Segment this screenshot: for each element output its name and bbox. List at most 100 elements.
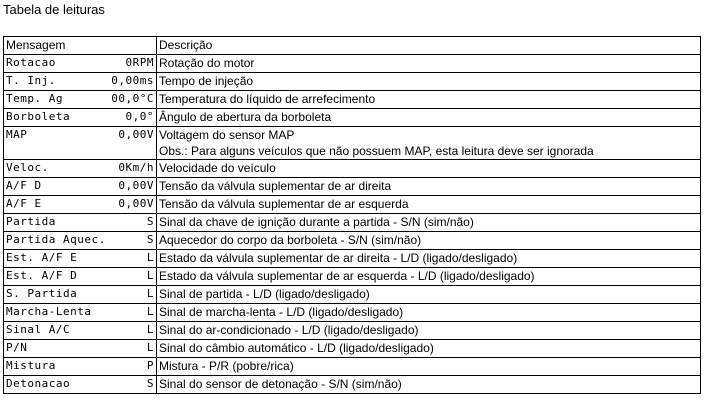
message: Temp. Ag 00,0°C [6,91,154,107]
message: Est. A/F D L [6,268,154,284]
row: Partida Aquec. S Aquecedor do corpo da bor… [3,231,701,250]
message: P/N L [6,340,154,356]
message-reading: 0,00ms [111,74,154,87]
message: Rotacao 0RPM [6,55,154,71]
message-label: Sinal A/C [6,323,71,336]
description: Sinal da chave de ignição durante a part… [159,215,474,229]
row: Rotacao 0RPM Rotação do motor [3,54,701,73]
message: A/F E 0,00V [6,196,154,212]
description-cell: Estado da válvula suplementar de ar esqu… [156,267,701,286]
message-label: Veloc. [6,161,49,174]
message-cell: Est. A/F E L [3,249,157,268]
message-cell: Est. A/F D L [3,267,157,286]
message: Partida S [6,214,154,230]
message-reading: L [146,287,154,300]
message-reading: 0,00V [118,197,154,210]
row: Veloc. 0Km/h Velocidade do veículo [3,159,701,178]
message-cell: Sinal A/C L [3,321,157,340]
message-reading: 0,0° [125,110,154,123]
description: Sinal de marcha-lenta - L/D (ligado/desl… [159,305,404,319]
message-cell: T. Inj. 0,00ms [3,72,157,91]
description-cell: Sinal da chave de ignição durante a part… [156,213,701,232]
message-cell: Partida S [3,213,157,232]
message-reading: L [146,269,154,282]
message: T. Inj. 0,00ms [6,73,154,89]
description: Mistura - P/R (pobre/rica) [159,359,294,373]
message-cell: S. Partida L [3,285,157,304]
message-reading: P [146,359,154,372]
message-label: T. Inj. [6,74,56,87]
description-cell: Aquecedor do corpo da borboleta - S/N (s… [156,231,701,250]
description-cell: Temperatura do líquido de arrefecimento [156,90,701,109]
message: Mistura P [6,358,154,374]
message-label: Borboleta [6,110,71,123]
description-cell: Velocidade do veículo [156,159,701,178]
row: Marcha-Lenta L Sinal de marcha-lenta - L/D… [3,303,701,322]
message: S. Partida L [6,286,154,302]
row: Sinal A/C L Sinal do ar-condicionado - L/D… [3,321,701,340]
description-cell: Rotação do motor [156,54,701,73]
message-cell: Veloc. 0Km/h [3,159,157,178]
description: Temperatura do líquido de arrefecimento [159,92,376,106]
message-reading: S [146,377,154,390]
message: Sinal A/C L [6,322,154,338]
description: Sinal do câmbio automático - L/D (ligado… [159,341,434,355]
message-cell: P/N L [3,339,157,358]
description: Sinal de partida - L/D (ligado/desligado… [159,287,370,301]
message-label: Temp. Ag [6,92,63,105]
description: Ângulo de abertura da borboleta [159,110,332,124]
message-cell: Partida Aquec. S [3,231,157,250]
message-label: Detonacao [6,377,71,390]
description-cell: Ângulo de abertura da borboleta [156,108,701,127]
message-label: Rotacao [6,56,56,69]
message-cell: Marcha-Lenta L [3,303,157,322]
row: P/N L Sinal do câmbio automático - L/D (li… [3,339,701,358]
header-cell: Mensagem [3,36,157,55]
row: Est. A/F D L Estado da válvula suplementar… [3,267,701,286]
message-label: Partida [6,215,56,228]
message-label: A/F E [6,197,42,210]
description: Tensão da válvula suplementar de ar esqu… [159,197,409,211]
message-cell: Detonacao S [3,375,157,394]
message: MAP 0,00V [6,127,154,143]
message-reading: S [146,215,154,228]
description-cell: Sinal do sensor de detonação - S/N (sim/… [156,375,701,394]
description-cell: Sinal do câmbio automático - L/D (ligado… [156,339,701,358]
message: Veloc. 0Km/h [6,160,154,176]
description-cell: Sinal do ar-condicionado - L/D (ligado/d… [156,321,701,340]
message-reading: 0Km/h [118,161,154,174]
description: Obs.: Para alguns veículos que não possu… [159,144,594,158]
description: Tensão da válvula suplementar de ar dire… [159,179,392,193]
message-reading: L [146,305,154,318]
row: S. Partida L Sinal de partida - L/D (ligad… [3,285,701,304]
description-cell: Tensão da válvula suplementar de ar esqu… [156,195,701,214]
message-reading: S [146,233,154,246]
description: Sinal do ar-condicionado - L/D (ligado/d… [159,323,419,337]
row: Borboleta 0,0° Ângulo de abertura da borbo… [3,108,701,127]
row: Detonacao S Sinal do sensor de detonação -… [3,375,701,394]
message-label: P/N [6,341,28,354]
description: Tempo de injeção [159,74,254,88]
message-cell: A/F D 0,00V [3,177,157,196]
row: Est. A/F E L Estado da válvula suplementar… [3,249,701,268]
description-cell: Tensão da válvula suplementar de ar dire… [156,177,701,196]
message-label: Partida Aquec. [6,233,106,246]
header-row: Mensagem Descrição [3,36,701,55]
row: MAP 0,00V Voltagem do sensor MAP Obs.: Para… [3,126,701,160]
readings-table: Mensagem Descrição Rotacao 0RPM Rotação do… [3,36,701,394]
description-cell: Estado da válvula suplementar de ar dire… [156,249,701,268]
description: Aquecedor do corpo da borboleta - S/N (s… [159,233,422,247]
message-reading: 0RPM [125,56,154,69]
message-cell: Rotacao 0RPM [3,54,157,73]
message-label: Est. A/F D [6,269,78,282]
row: Temp. Ag 00,0°C Temperatura do líquido de … [3,90,701,109]
message-cell: Mistura P [3,357,157,376]
description: Rotação do motor [159,56,255,70]
message-label: Est. A/F E [6,251,78,264]
message: Est. A/F E L [6,250,154,266]
message-reading: L [146,251,154,264]
row: Partida S Sinal da chave de ignição durant… [3,213,701,232]
message-reading: L [146,323,154,336]
message-label: Mistura [6,359,56,372]
